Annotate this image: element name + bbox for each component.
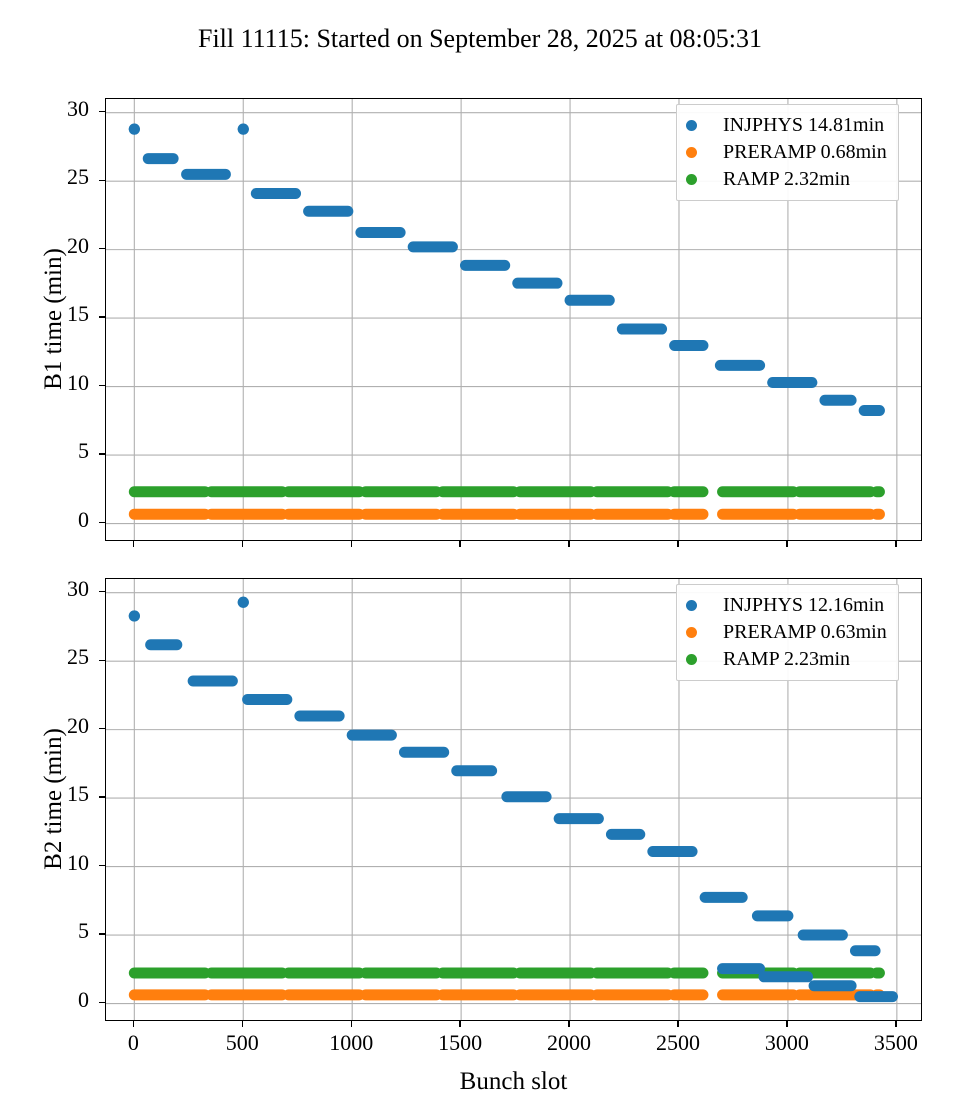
y-tick-label: 10: [67, 849, 89, 875]
x-tick-mark: [132, 1021, 134, 1027]
y-tick-label: 20: [67, 232, 89, 258]
legend-marker-injphys-icon: [686, 600, 697, 611]
x-tick-label: 1500: [438, 1030, 483, 1055]
x-tick-label: 2000: [547, 1030, 592, 1055]
plot-area-b1: [106, 99, 921, 540]
legend-label-preramp: PRERAMP 0.68min: [723, 140, 887, 163]
x-tick-mark: [895, 1021, 897, 1027]
legend-item-injphys: INJPHYS 12.16min: [686, 592, 887, 619]
x-tick-mark: [786, 541, 788, 547]
figure-title: Fill 11115: Started on September 28, 202…: [197, 24, 762, 53]
y-tick-mark: [99, 453, 105, 455]
y-tick-mark: [99, 179, 105, 181]
x-tick-mark: [568, 1021, 570, 1027]
y-tick-label: 20: [67, 712, 89, 738]
legend-label-preramp: PRERAMP 0.63min: [723, 620, 887, 643]
legend-b1: INJPHYS 14.81min PRERAMP 0.68min RAMP 2.…: [676, 104, 899, 201]
y-tick-mark: [99, 796, 105, 798]
legend-label-ramp: RAMP 2.23min: [723, 647, 851, 670]
x-tick-mark: [459, 1021, 461, 1027]
legend-item-ramp: RAMP 2.32min: [686, 166, 887, 193]
legend-marker-preramp-icon: [686, 147, 697, 158]
x-tick-mark: [895, 541, 897, 547]
x-tick-mark: [677, 541, 679, 547]
injphys-point: [237, 123, 249, 135]
x-tick-label: 500: [225, 1030, 259, 1055]
legend-label-ramp: RAMP 2.32min: [723, 167, 851, 190]
y-tick-label: 5: [78, 438, 89, 464]
y-tick-mark: [99, 521, 105, 524]
x-tick-mark: [241, 541, 243, 547]
y-tick-mark: [99, 727, 105, 730]
injphys-point: [237, 596, 249, 608]
y-tick-mark: [99, 591, 105, 593]
x-tick-mark: [350, 541, 352, 547]
x-tick-label: 2500: [655, 1030, 700, 1055]
legend-item-preramp: PRERAMP 0.68min: [686, 139, 887, 166]
legend-b2: INJPHYS 12.16min PRERAMP 0.63min RAMP 2.…: [676, 584, 899, 681]
y-tick-label: 5: [78, 918, 89, 944]
y-tick-mark: [99, 864, 105, 867]
y-tick-mark: [99, 316, 105, 318]
y-tick-mark: [99, 111, 105, 113]
injphys-point: [128, 123, 140, 135]
y-tick-label: 15: [67, 781, 89, 807]
y-tick-label: 15: [67, 301, 89, 327]
plot-svg-b1: [106, 99, 921, 540]
plot-area-b2: [106, 579, 921, 1020]
legend-item-preramp: PRERAMP 0.63min: [686, 619, 887, 646]
x-tick-label: 0: [127, 1030, 139, 1055]
y-tick-label: 0: [78, 506, 89, 532]
legend-marker-ramp-icon: [686, 654, 697, 665]
x-tick-mark: [677, 1021, 679, 1027]
y-tick-label: 10: [67, 369, 89, 395]
x-tick-mark: [568, 541, 570, 547]
plot-svg-b2: [106, 579, 921, 1020]
y-tick-label: 0: [78, 986, 89, 1012]
x-tick-label: 3500: [873, 1030, 918, 1055]
x-axis-label: Bunch slot: [459, 1068, 568, 1095]
legend-marker-preramp-icon: [686, 627, 697, 638]
y-tick-label: 25: [67, 644, 89, 670]
y-tick-label: 25: [67, 164, 89, 190]
legend-item-injphys: INJPHYS 14.81min: [686, 112, 887, 139]
x-tick-label: 3000: [764, 1030, 809, 1055]
x-tick-mark: [350, 1021, 352, 1027]
y-tick-mark: [99, 933, 105, 935]
x-tick-mark: [786, 1021, 788, 1027]
y-tick-mark: [99, 1001, 105, 1004]
y-tick-label: 30: [67, 575, 89, 601]
x-tick-mark: [241, 1021, 243, 1027]
x-tick-mark: [132, 541, 134, 547]
legend-item-ramp: RAMP 2.23min: [686, 646, 887, 673]
y-tick-mark: [99, 384, 105, 387]
y-tick-label: 30: [67, 95, 89, 121]
injphys-point: [128, 610, 140, 622]
x-tick-mark: [459, 541, 461, 547]
legend-marker-ramp-icon: [686, 174, 697, 185]
legend-label-injphys: INJPHYS 12.16min: [723, 593, 885, 616]
x-tick-label: 1000: [329, 1030, 374, 1055]
legend-marker-injphys-icon: [686, 120, 697, 131]
y-tick-mark: [99, 659, 105, 661]
legend-label-injphys: INJPHYS 14.81min: [723, 113, 885, 136]
y-tick-mark: [99, 247, 105, 250]
